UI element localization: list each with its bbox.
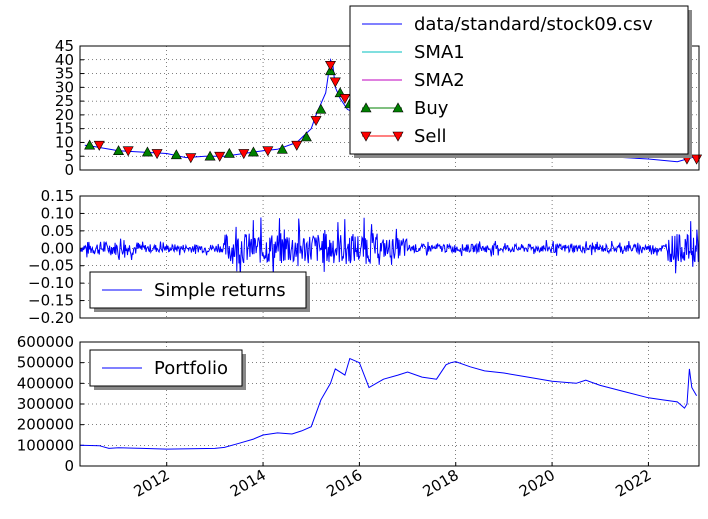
y-tick-label: −0.20 <box>28 309 74 327</box>
buy-marker <box>300 131 312 142</box>
y-tick-label: 20 <box>55 106 74 124</box>
legend-label: data/standard/stock09.csv <box>414 14 653 35</box>
y-tick-label: 45 <box>55 37 74 55</box>
y-tick-label: 5 <box>64 147 74 165</box>
axes-frame <box>79 341 700 467</box>
buy-marker <box>276 143 288 154</box>
y-tick-label: 40 <box>55 51 74 69</box>
sell-marker <box>310 116 322 127</box>
buy-marker <box>315 103 327 114</box>
sell-marker <box>151 149 163 160</box>
legend-marker <box>392 102 404 113</box>
legend-box <box>349 5 689 155</box>
y-tick-label: 15 <box>55 120 74 138</box>
sell-marker <box>329 77 341 88</box>
y-tick-label: 0.15 <box>41 187 74 205</box>
buy-marker <box>84 139 96 150</box>
y-tick-label: −0.10 <box>28 274 74 292</box>
buy-marker <box>247 146 259 157</box>
y-tick-label: −0.15 <box>28 292 74 310</box>
y-tick-label: 0 <box>64 161 74 179</box>
y-tick-label: 35 <box>55 65 74 83</box>
y-tick-label: 200000 <box>17 416 74 434</box>
y-tick-label: −0.05 <box>28 257 74 275</box>
legend-label: Sell <box>414 126 447 147</box>
legend-label: Portfolio <box>154 358 228 379</box>
sell-marker <box>238 149 250 160</box>
y-tick-label: 10 <box>55 133 74 151</box>
y-tick-label: 0 <box>64 457 74 475</box>
sell-marker <box>214 151 226 162</box>
legends: data/standard/stock09.csv SMA1 SMA2 Buy Sell… <box>89 5 692 390</box>
legend-label: Buy <box>414 98 449 119</box>
y-tick-label: 300000 <box>17 395 74 413</box>
y-tick-label: 30 <box>55 78 74 96</box>
buy-marker <box>170 149 182 160</box>
sell-marker <box>93 140 105 151</box>
y-tick-label: 0.05 <box>41 222 74 240</box>
y-tick-label: 0.00 <box>41 239 74 257</box>
legend-label: Simple returns <box>154 280 286 301</box>
y-tick-label: 0.10 <box>41 204 74 222</box>
legend-marker <box>360 102 372 113</box>
y-tick-label: 100000 <box>17 436 74 454</box>
sell-marker <box>324 60 337 71</box>
legend-marker <box>392 131 404 142</box>
buy-marker <box>113 145 125 156</box>
y-tick-label: 400000 <box>17 374 74 392</box>
sell-marker <box>262 146 274 157</box>
buy-marker <box>223 147 235 158</box>
y-tick-label: 25 <box>55 92 74 110</box>
legend-marker <box>360 131 372 142</box>
returns-panel: −0.20−0.15−0.10−0.050.000.050.100.15 <box>28 187 700 327</box>
returns-line <box>79 217 700 279</box>
y-tick-label: 500000 <box>17 354 74 372</box>
buy-marker <box>204 150 216 161</box>
legend-label: SMA1 <box>414 42 465 63</box>
sell-marker <box>185 153 197 164</box>
axes-frame <box>79 195 700 319</box>
sell-marker <box>339 94 351 104</box>
series-line <box>79 357 698 450</box>
y-tick-label: 600000 <box>17 333 74 351</box>
buy-marker <box>141 146 153 157</box>
sell-marker <box>122 146 134 157</box>
legend-label: SMA2 <box>414 70 465 91</box>
sell-marker <box>291 140 303 151</box>
